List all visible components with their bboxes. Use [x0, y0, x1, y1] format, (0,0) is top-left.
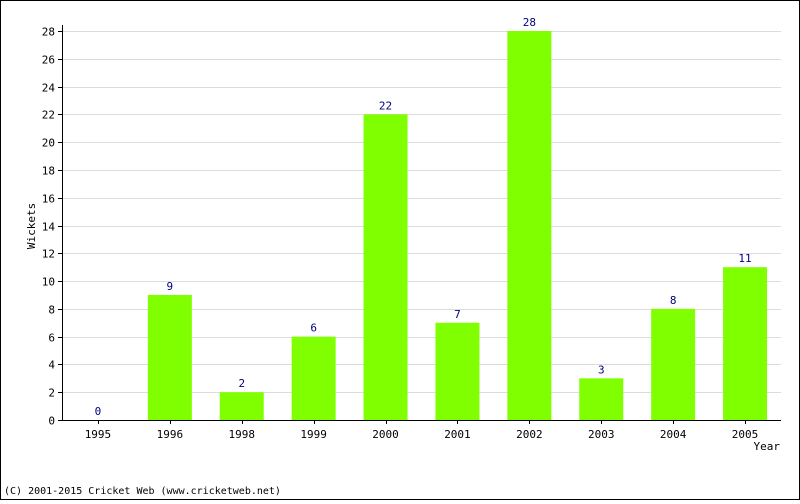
value-label-1996: 9 — [167, 280, 174, 293]
x-tick-label-1999: 1999 — [300, 428, 327, 441]
value-label-2005: 11 — [738, 252, 751, 265]
x-tick-label-1996: 1996 — [157, 428, 184, 441]
grid-layer — [62, 31, 781, 393]
bar-1998 — [219, 392, 264, 420]
axis-layer — [58, 25, 781, 424]
bar-2000 — [363, 114, 408, 420]
y-tick-label: 0 — [48, 415, 55, 428]
value-label-2000: 22 — [379, 99, 392, 112]
y-tick-label: 6 — [48, 332, 55, 345]
copyright-notice: (C) 2001-2015 Cricket Web (www.cricketwe… — [4, 486, 281, 497]
y-tick-label: 24 — [42, 82, 56, 95]
value-label-1998: 2 — [238, 377, 245, 390]
bars-layer — [147, 31, 768, 420]
y-tick-label: 16 — [42, 193, 55, 206]
value-label-2001: 7 — [454, 308, 461, 321]
label-layer: 0246810121416182022242628019959199621998… — [42, 16, 759, 441]
bar-2005 — [723, 267, 768, 420]
x-tick-label-2002: 2002 — [516, 428, 543, 441]
y-axis-title: Wickets — [25, 203, 38, 249]
y-tick-label: 8 — [48, 304, 55, 317]
y-tick-label: 4 — [48, 359, 55, 372]
x-tick-label-1998: 1998 — [229, 428, 256, 441]
y-tick-label: 18 — [42, 165, 55, 178]
bar-1996 — [147, 294, 192, 420]
y-tick-label: 22 — [42, 109, 55, 122]
y-tick-label: 10 — [42, 276, 55, 289]
y-tick-label: 28 — [42, 26, 55, 39]
y-tick-label: 26 — [42, 54, 55, 67]
x-tick-label-2005: 2005 — [732, 428, 759, 441]
bar-1999 — [291, 336, 336, 420]
value-label-2002: 28 — [523, 16, 536, 29]
x-axis-title: Year — [754, 440, 781, 453]
bar-2002 — [507, 31, 552, 420]
y-tick-label: 14 — [42, 221, 56, 234]
x-tick-label-1995: 1995 — [85, 428, 112, 441]
x-tick-label-2000: 2000 — [372, 428, 399, 441]
value-label-2003: 3 — [598, 363, 605, 376]
bar-2001 — [435, 322, 480, 420]
x-tick-label-2003: 2003 — [588, 428, 615, 441]
y-tick-label: 12 — [42, 248, 55, 261]
value-label-1999: 6 — [310, 322, 317, 335]
x-tick-label-2001: 2001 — [444, 428, 471, 441]
bar-2003 — [579, 378, 624, 420]
y-tick-label: 20 — [42, 137, 55, 150]
value-label-2004: 8 — [670, 294, 677, 307]
x-tick-label-2004: 2004 — [660, 428, 687, 441]
bar-2004 — [651, 308, 696, 420]
y-tick-label: 2 — [48, 387, 55, 400]
value-label-1995: 0 — [95, 405, 102, 418]
